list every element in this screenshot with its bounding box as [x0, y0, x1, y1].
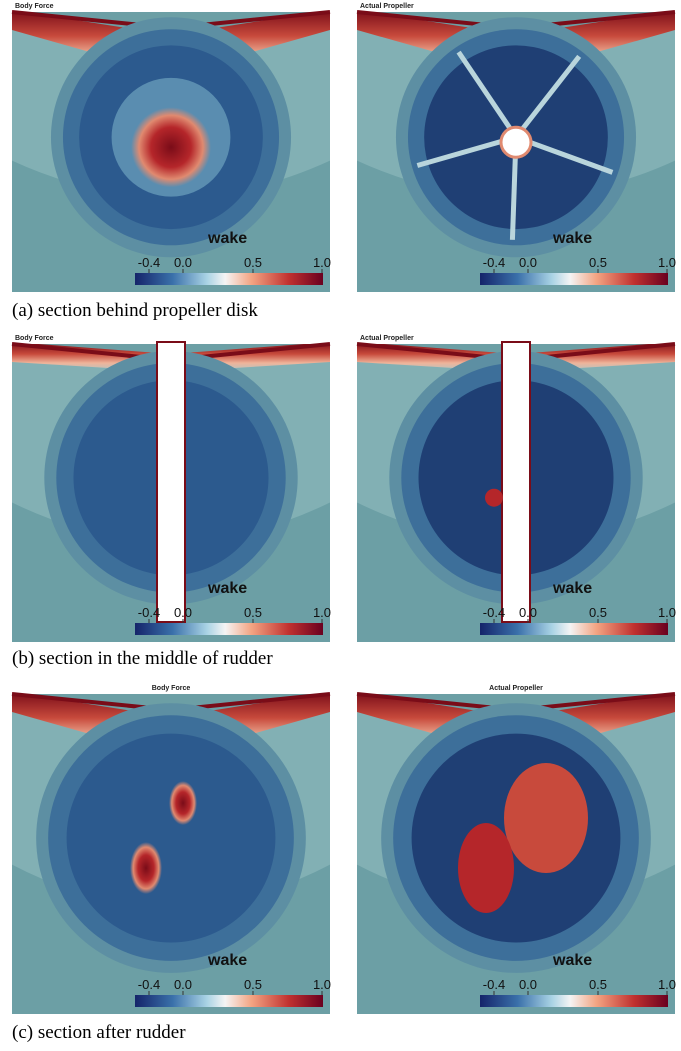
colorbar-tick-label: 0.5	[244, 255, 262, 270]
caption: (a) section behind propeller disk	[12, 300, 258, 321]
panel-title: Body Force	[15, 335, 54, 342]
colorbar-tick-label: 0.5	[244, 605, 262, 620]
panel: Actual Propeller wake -0.4 0.0 0.5 1.0	[357, 0, 676, 292]
wake-blob	[130, 842, 162, 894]
colorbar-tick-label: 0.5	[589, 255, 607, 270]
colorbar-tick-label: 0.5	[589, 605, 607, 620]
caption: (b) section in the middle of rudder	[12, 648, 273, 669]
panel-title: Body Force	[15, 3, 54, 10]
wake-blob	[169, 781, 197, 825]
rudder	[157, 342, 185, 622]
colorbar-tick-label: 1.0	[313, 977, 331, 992]
wake-blob	[458, 823, 514, 913]
panel-title: Actual Propeller	[360, 335, 414, 342]
colorbar	[480, 623, 668, 635]
colorbar-tick-label: 1.0	[658, 977, 676, 992]
colorbar	[480, 995, 668, 1007]
colorbar-label: wake	[552, 580, 592, 597]
hub	[501, 127, 531, 157]
panel-title: Actual Propeller	[360, 3, 414, 10]
colorbar	[135, 995, 323, 1007]
colorbar-tick-label: 0.0	[519, 977, 537, 992]
colorbar-tick-label: -0.4	[138, 977, 160, 992]
colorbar	[135, 623, 323, 635]
panel: Body Force wake -0.4 0.0 0.5 1.0	[12, 682, 331, 1014]
panel: Actual Propeller wake -0.4 0.0 0.5 1.0	[357, 682, 676, 1014]
figure: Body Forcewake-0.40.00.51.0Actual Propel…	[0, 0, 681, 1051]
caption: (c) section after rudder	[12, 1022, 186, 1043]
colorbar	[135, 273, 323, 285]
tip-vortex	[485, 489, 503, 507]
disk-ring	[67, 734, 276, 943]
center-spot	[131, 107, 211, 187]
colorbar-label: wake	[552, 230, 592, 247]
colorbar-tick-label: 1.0	[658, 255, 676, 270]
colorbar-label: wake	[207, 580, 247, 597]
colorbar-tick-label: 1.0	[313, 605, 331, 620]
colorbar-tick-label: 0.5	[589, 977, 607, 992]
colorbar-tick-label: 1.0	[658, 605, 676, 620]
panel-title: Body Force	[152, 685, 191, 692]
colorbar-tick-label: -0.4	[138, 605, 160, 620]
colorbar-tick-label: 0.0	[519, 605, 537, 620]
colorbar-tick-label: 1.0	[313, 255, 331, 270]
colorbar-tick-label: -0.4	[483, 977, 505, 992]
panel: Body Force wake -0.4 0.0 0.5 1.0	[12, 0, 331, 292]
colorbar	[480, 273, 668, 285]
colorbar-label: wake	[207, 230, 247, 247]
rudder	[502, 342, 530, 622]
colorbar-tick-label: 0.0	[174, 605, 192, 620]
colorbar-tick-label: 0.0	[174, 255, 192, 270]
colorbar-tick-label: -0.4	[138, 255, 160, 270]
panel: Body Force wake -0.4 0.0 0.5 1.0	[12, 332, 331, 642]
panel: Actual Propeller wake -0.4 0.0 0.5 1.0	[357, 332, 676, 642]
colorbar-tick-label: -0.4	[483, 255, 505, 270]
panel-title: Actual Propeller	[489, 685, 543, 692]
colorbar-tick-label: 0.0	[174, 977, 192, 992]
wake-blob	[504, 763, 588, 873]
colorbar-tick-label: 0.5	[244, 977, 262, 992]
colorbar-label: wake	[552, 952, 592, 969]
colorbar-tick-label: 0.0	[519, 255, 537, 270]
colorbar-tick-label: -0.4	[483, 605, 505, 620]
colorbar-label: wake	[207, 952, 247, 969]
hull-edge	[12, 0, 330, 12]
